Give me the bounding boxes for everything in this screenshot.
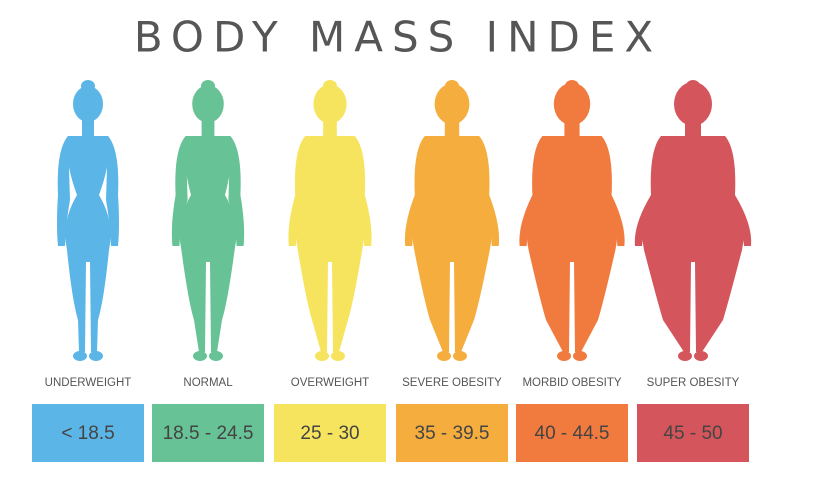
foot bbox=[694, 351, 708, 361]
body bbox=[412, 136, 492, 352]
foot bbox=[453, 351, 467, 361]
figure bbox=[288, 80, 372, 361]
arm bbox=[404, 136, 427, 246]
head bbox=[674, 82, 712, 126]
range-label: 25 - 30 bbox=[300, 423, 359, 444]
hair-bun bbox=[565, 80, 579, 92]
arm bbox=[228, 136, 245, 246]
range-label: 45 - 50 bbox=[663, 423, 722, 444]
arm bbox=[519, 136, 545, 246]
arm bbox=[477, 136, 500, 246]
hair-bun bbox=[323, 80, 337, 92]
figure bbox=[404, 80, 500, 361]
arm bbox=[288, 136, 308, 246]
category-label: MORBID OBESITY bbox=[522, 377, 621, 389]
head bbox=[313, 84, 347, 124]
neck bbox=[201, 118, 215, 138]
body bbox=[296, 136, 364, 352]
arm bbox=[723, 136, 752, 246]
figure bbox=[171, 80, 245, 361]
foot bbox=[193, 351, 207, 361]
arm bbox=[106, 136, 119, 246]
figure bbox=[634, 80, 752, 361]
body bbox=[642, 136, 744, 352]
foot bbox=[73, 351, 87, 361]
range-label: 35 - 39.5 bbox=[415, 423, 490, 444]
range-box bbox=[637, 404, 749, 462]
foot bbox=[557, 351, 571, 361]
body bbox=[179, 136, 237, 352]
neck bbox=[444, 118, 460, 138]
head bbox=[434, 83, 470, 125]
range-box bbox=[516, 404, 628, 462]
hair-bun bbox=[686, 80, 700, 92]
arm bbox=[599, 136, 625, 246]
neck bbox=[564, 118, 580, 138]
head bbox=[73, 86, 103, 122]
foot bbox=[209, 351, 223, 361]
range-label: < 18.5 bbox=[61, 423, 114, 444]
foot bbox=[89, 351, 103, 361]
range-box bbox=[152, 404, 264, 462]
head bbox=[192, 85, 224, 123]
title: BODY MASS INDEX bbox=[134, 13, 662, 62]
hair-bun bbox=[201, 80, 215, 92]
range-label: 18.5 - 24.5 bbox=[163, 423, 254, 444]
category-label: UNDERWEIGHT bbox=[45, 377, 132, 389]
category-label: NORMAL bbox=[183, 377, 233, 389]
category-label: SUPER OBESITY bbox=[647, 377, 740, 389]
range-box bbox=[32, 404, 144, 462]
arm bbox=[171, 136, 188, 246]
hair-bun bbox=[81, 80, 95, 92]
figure bbox=[57, 80, 119, 361]
arm bbox=[352, 136, 372, 246]
range-box bbox=[396, 404, 508, 462]
foot bbox=[437, 351, 451, 361]
arm bbox=[634, 136, 663, 246]
head bbox=[553, 82, 591, 126]
figure bbox=[519, 80, 625, 361]
range-label: 40 - 44.5 bbox=[535, 423, 610, 444]
arm bbox=[57, 136, 70, 246]
body bbox=[526, 136, 618, 352]
foot bbox=[315, 351, 329, 361]
range-box bbox=[274, 404, 386, 462]
category-label: SEVERE OBESITY bbox=[402, 377, 502, 389]
neck bbox=[82, 118, 94, 138]
foot bbox=[331, 351, 345, 361]
neck bbox=[685, 118, 701, 138]
hair-bun bbox=[445, 80, 459, 92]
category-label: OVERWEIGHT bbox=[291, 377, 369, 389]
foot bbox=[678, 351, 692, 361]
body bbox=[65, 136, 111, 352]
neck bbox=[323, 118, 337, 138]
foot bbox=[573, 351, 587, 361]
